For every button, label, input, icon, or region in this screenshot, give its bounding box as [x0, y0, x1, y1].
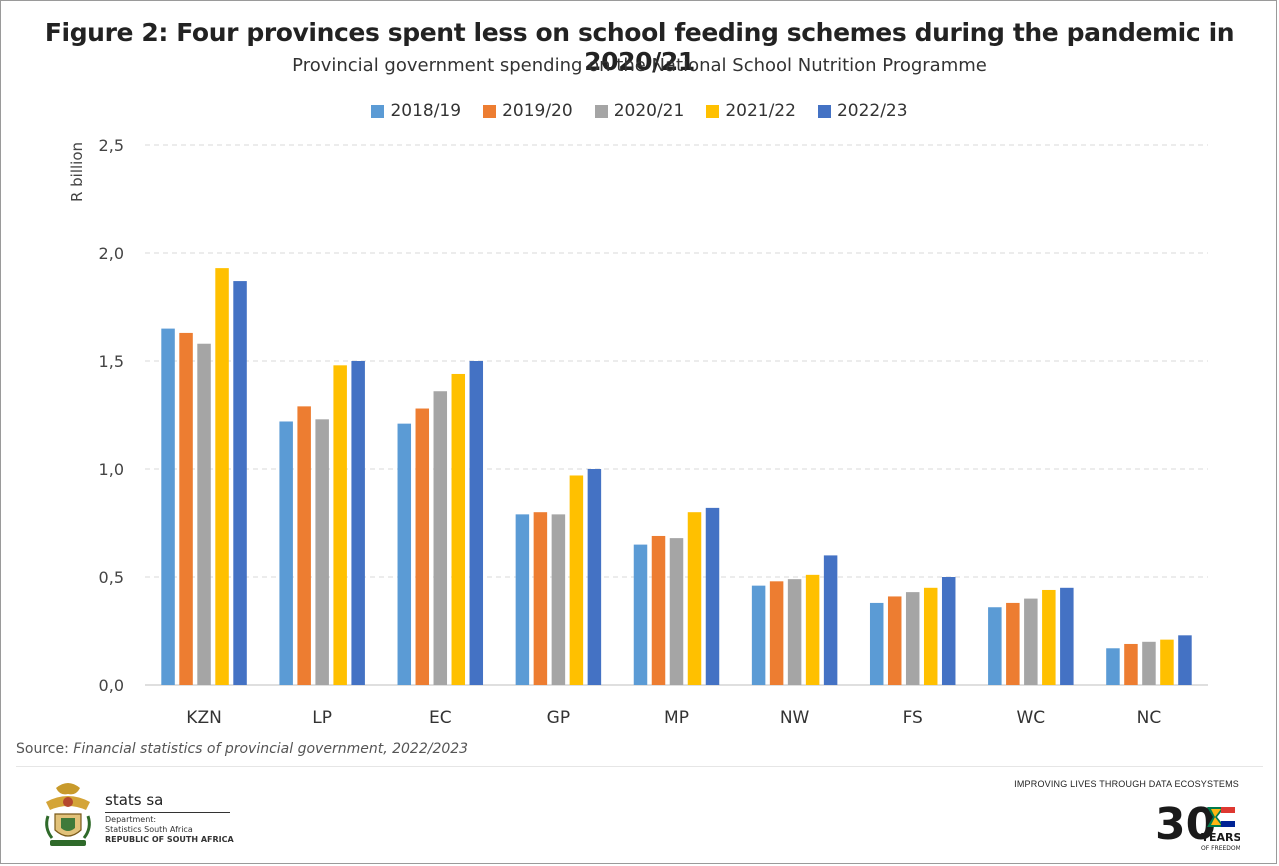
- x-tick-label: EC: [429, 708, 452, 728]
- legend-item-2021-22: 2021/22: [706, 101, 796, 121]
- bar-wc-2018-19: [988, 607, 1002, 685]
- legend-swatch: [817, 104, 831, 118]
- bar-nw-2019-20: [769, 581, 784, 685]
- bar-nw-2022-23: [823, 555, 838, 685]
- x-tick-label: NC: [1137, 708, 1162, 728]
- brand-underline: [105, 812, 230, 813]
- legend-swatch: [371, 104, 385, 118]
- legend-swatch: [483, 104, 497, 118]
- x-tick-label: GP: [547, 708, 570, 728]
- y-tick-label: 0,5: [99, 568, 124, 587]
- chart-legend: 2018/19 2019/20 2020/21 2021/22 2022/23: [0, 101, 1279, 121]
- years-word: YEARS: [1200, 831, 1240, 844]
- bar-mp-2022-23: [705, 507, 720, 685]
- bar-lp-2018-19: [279, 421, 293, 685]
- x-tick-label: WC: [1016, 708, 1045, 728]
- bar-mp-2018-19: [633, 544, 648, 685]
- bar-nc-2019-20: [1124, 643, 1138, 685]
- y-tick-label: 0,0: [99, 676, 124, 695]
- bar-kzn-2018-19: [161, 328, 175, 685]
- dept-line-3: REPUBLIC OF SOUTH AFRICA: [105, 835, 234, 844]
- bar-fs-2021-22: [923, 587, 938, 685]
- dept-line-1: Department:: [105, 815, 157, 824]
- stats-sa-brand: stats sa: [105, 791, 164, 809]
- bar-lp-2022-23: [351, 361, 365, 685]
- bar-gp-2019-20: [533, 512, 548, 685]
- chart-subtitle: Provincial government spending on the Na…: [292, 55, 987, 76]
- y-axis-label: R billion: [68, 142, 86, 202]
- bar-mp-2020-21: [669, 538, 684, 685]
- bar-mp-2019-20: [651, 535, 666, 685]
- dept-line-2: Statistics South Africa: [105, 825, 193, 834]
- bar-fs-2022-23: [941, 577, 956, 685]
- bar-gp-2021-22: [569, 475, 584, 685]
- bar-chart: 0,0 0,5 1,0 1,5 2,0 2,5 R billion KZN LP EC GP MP NW…: [68, 136, 1208, 728]
- coat-of-arms-icon: [45, 783, 91, 846]
- bar-nc-2018-19: [1106, 648, 1120, 685]
- y-tick-label: 2,5: [99, 136, 124, 155]
- legend-label: 2022/23: [836, 101, 908, 121]
- bar-ec-2022-23: [469, 361, 484, 685]
- years-big-number: 30: [1155, 799, 1216, 850]
- legend-label: 2019/20: [502, 101, 573, 121]
- y-tick-label: 1,5: [99, 352, 124, 371]
- x-tick-label: FS: [903, 708, 923, 728]
- bar-gp-2022-23: [587, 469, 602, 685]
- x-tick-label: MP: [664, 708, 689, 728]
- legend-item-2020-21: 2020/21: [594, 101, 685, 121]
- bar-gp-2018-19: [515, 514, 530, 685]
- years-sub: OF FREEDOM: [1201, 845, 1240, 852]
- bar-nw-2018-19: [751, 585, 766, 685]
- chart-title: Figure 2: Four provinces spent less on s…: [44, 18, 1235, 76]
- bar-kzn-2020-21: [197, 343, 211, 685]
- bar-lp-2021-22: [333, 365, 347, 685]
- x-tick-label: NW: [780, 708, 810, 728]
- thirty-years-freedom-logo: 30 YEARS OF FREEDOM: [1155, 799, 1240, 852]
- bar-fs-2020-21: [905, 592, 920, 685]
- bar-wc-2019-20: [1006, 602, 1020, 685]
- x-tick-label: KZN: [186, 708, 222, 728]
- footer-divider: [16, 766, 1263, 767]
- bar-ec-2021-22: [451, 373, 466, 685]
- bar-fs-2019-20: [887, 596, 902, 685]
- tagline: IMPROVING LIVES THROUGH DATA ECOSYSTEMS: [1014, 779, 1239, 789]
- source-note: Source: Financial statistics of provinci…: [16, 741, 468, 757]
- bar-nc-2020-21: [1142, 641, 1156, 685]
- bar-nw-2020-21: [787, 579, 802, 685]
- bar-mp-2021-22: [687, 512, 702, 685]
- legend-item-2022-23: 2022/23: [817, 101, 908, 121]
- legend-item-2018-19: 2018/19: [371, 101, 461, 121]
- y-tick-label: 2,0: [99, 244, 124, 263]
- legend-swatch: [706, 104, 720, 118]
- bar-kzn-2019-20: [179, 332, 193, 685]
- bar-kzn-2021-22: [215, 268, 229, 685]
- legend-label: 2021/22: [725, 101, 796, 121]
- bar-kzn-2022-23: [233, 281, 247, 685]
- bar-wc-2022-23: [1060, 587, 1074, 685]
- y-tick-label: 1,0: [99, 460, 124, 479]
- bar-gp-2020-21: [551, 514, 566, 685]
- legend-label: 2020/21: [613, 101, 685, 121]
- source-label: Source:: [16, 741, 74, 757]
- bar-ec-2018-19: [397, 423, 412, 685]
- bar-nc-2022-23: [1178, 635, 1192, 685]
- bar-lp-2020-21: [315, 419, 329, 685]
- legend-item-2019-20: 2019/20: [483, 101, 573, 121]
- department-text: Department: Statistics South Africa REPU…: [105, 815, 234, 845]
- bar-wc-2021-22: [1042, 589, 1056, 685]
- legend-label: 2018/19: [390, 101, 462, 121]
- bar-wc-2020-21: [1024, 598, 1038, 685]
- bar-lp-2019-20: [297, 406, 311, 685]
- legend-swatch: [594, 104, 608, 118]
- source-text: Financial statistics of provincial gover…: [73, 741, 469, 757]
- bar-nw-2021-22: [805, 574, 820, 685]
- bar-fs-2018-19: [869, 602, 884, 685]
- x-tick-label: LP: [312, 708, 332, 728]
- bar-ec-2020-21: [433, 391, 448, 685]
- bar-ec-2019-20: [415, 408, 430, 685]
- bar-nc-2021-22: [1160, 639, 1174, 685]
